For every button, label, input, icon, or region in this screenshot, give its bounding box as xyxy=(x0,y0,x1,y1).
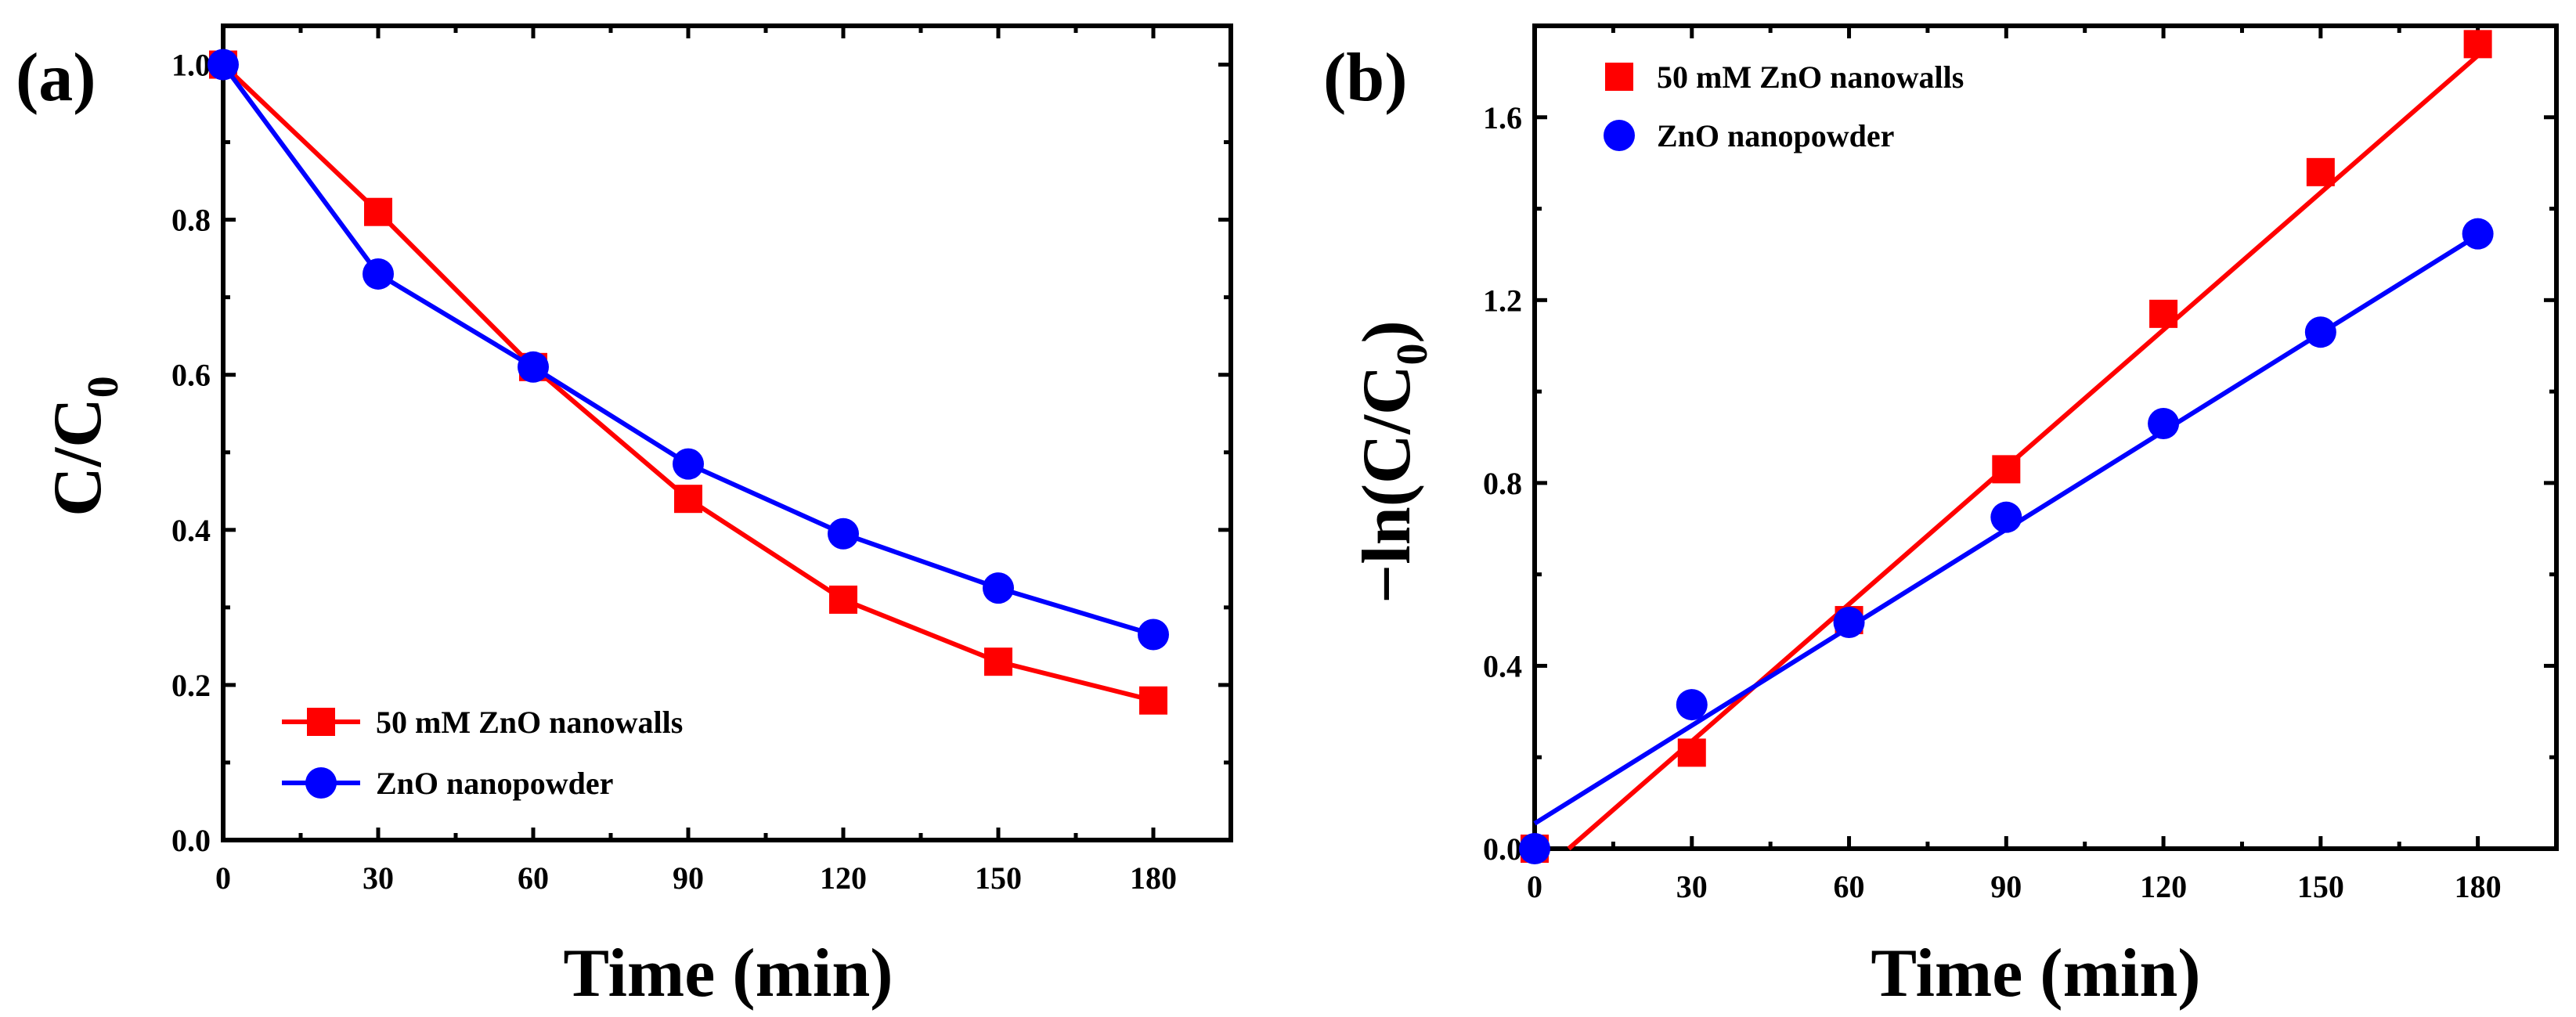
b-series-nanopowder-point xyxy=(2148,407,2180,439)
chart-panel-a: (a) Time (min) C/C0 0 30 60 90 120 150 1800.00… xyxy=(16,23,1233,1012)
a-xtick-label: 90 xyxy=(673,860,704,896)
a-ytick-label: 0.8 xyxy=(171,203,211,238)
b-xtick-label: 0 xyxy=(1527,869,1542,904)
a-plot-frame xyxy=(221,23,1233,842)
a-series-nanopowder-point xyxy=(207,49,239,81)
b-legend-nanowalls-label: 50 mM ZnO nanowalls xyxy=(1657,60,1964,95)
a-ytick-label: 0.2 xyxy=(171,668,211,703)
a-series-nanowalls-point xyxy=(1139,686,1167,715)
b-xtick-label: 120 xyxy=(2140,869,2187,904)
a-xtick-label: 30 xyxy=(363,860,394,896)
a-ytick-label: 0.4 xyxy=(171,513,211,548)
a-series-nanopowder-point xyxy=(363,258,394,290)
a-legend-nanowalls-marker xyxy=(307,708,335,736)
b-series-nanopowder-point xyxy=(2462,218,2494,250)
b-ytick-label: 1.2 xyxy=(1483,283,1522,318)
b-series-nanowalls-point xyxy=(2306,157,2335,186)
a-series-nanopowder-point xyxy=(518,351,549,383)
a-series-nanowalls-point xyxy=(829,585,857,614)
a-series-nanopowder-point xyxy=(673,448,704,480)
b-series-nanopowder-point xyxy=(1833,606,1865,638)
panel-b-ylabel: −ln(C/C0) xyxy=(1349,320,1437,604)
b-legend-nanopowder-label: ZnO nanopowder xyxy=(1657,118,1894,153)
a-legend-nanopowder-marker xyxy=(305,767,337,799)
b-series-nanowalls-point xyxy=(1992,455,2021,484)
b-series-nanowalls-point xyxy=(2463,30,2492,59)
a-legend-nanopowder-label: ZnO nanopowder xyxy=(376,766,613,801)
a-xtick-label: 150 xyxy=(975,860,1022,896)
panel-a-marks xyxy=(207,49,1169,715)
panel-b-xlabel: Time (min) xyxy=(1871,936,2200,1012)
b-xtick-label: 150 xyxy=(2297,869,2344,904)
b-legend-nanowalls-marker xyxy=(1605,63,1633,91)
b-series-nanowalls-point xyxy=(1677,738,1706,767)
b-series-nanowalls-fit-line xyxy=(1567,53,2480,851)
a-ytick-label: 0.0 xyxy=(171,823,211,858)
panel-a-axes: 0 30 60 90 120 150 180 0.0 0.2 0.4 0.6 0.8 1.0 xyxy=(171,23,1233,896)
a-xtick-label: 120 xyxy=(820,860,867,896)
a-ytick-label: 0.6 xyxy=(171,358,211,393)
b-xtick-label: 90 xyxy=(1990,869,2022,904)
panel-a-ylabel: C/C0 xyxy=(40,376,128,517)
a-series-nanowalls-point xyxy=(984,647,1012,676)
panel-a-legend: 50 mM ZnO nanowalls ZnO nanopowder xyxy=(282,705,683,801)
panel-a-label: (a) xyxy=(16,40,96,116)
b-legend-nanopowder-marker xyxy=(1604,120,1635,151)
panel-b-legend: 50 mM ZnO nanowalls ZnO nanopowder xyxy=(1604,60,1964,153)
b-xtick-label: 180 xyxy=(2455,869,2502,904)
b-ytick-label: 0.8 xyxy=(1483,466,1522,501)
a-ytick-label: 1.0 xyxy=(171,48,211,83)
b-series-nanowalls-point xyxy=(2149,299,2178,328)
a-xtick-label: 180 xyxy=(1130,860,1177,896)
b-plot-frame xyxy=(1532,23,2559,851)
a-series-nanopowder-line xyxy=(221,63,1154,637)
panel-b-marks xyxy=(1519,30,2494,864)
a-legend-nanowalls-label: 50 mM ZnO nanowalls xyxy=(376,705,683,740)
a-xtick-label: 60 xyxy=(518,860,549,896)
a-series-nanopowder-point xyxy=(1138,618,1169,651)
b-ytick-label: 0.0 xyxy=(1483,831,1522,867)
b-ytick-label: 1.6 xyxy=(1483,100,1522,135)
b-xtick-label: 60 xyxy=(1834,869,1865,904)
b-series-nanopowder-point xyxy=(1519,833,1550,864)
panel-a-xlabel: Time (min) xyxy=(563,936,893,1012)
b-ytick-label: 0.4 xyxy=(1483,648,1522,683)
a-series-nanopowder-point xyxy=(983,572,1014,604)
panel-b-axes: 0 30 60 90 120 150 180 0.0 0.4 0.8 1.2 1.6 xyxy=(1483,23,2559,904)
b-xtick-label: 30 xyxy=(1676,869,1708,904)
b-series-nanopowder-point xyxy=(1676,689,1708,721)
chart-panel-b: (b) Time (min) −ln(C/C0) 0 30 60 90 120 150 18… xyxy=(1323,23,2559,1012)
b-series-nanopowder-point xyxy=(2304,316,2336,348)
a-series-nanowalls-point xyxy=(674,485,702,514)
panel-b-label: (b) xyxy=(1323,40,1408,116)
a-xtick-label: 0 xyxy=(215,860,231,896)
b-series-nanopowder-point xyxy=(1990,501,2022,533)
a-series-nanowalls-point xyxy=(364,197,392,226)
a-series-nanopowder-point xyxy=(828,518,859,550)
a-series-nanowalls-line xyxy=(221,63,1154,703)
